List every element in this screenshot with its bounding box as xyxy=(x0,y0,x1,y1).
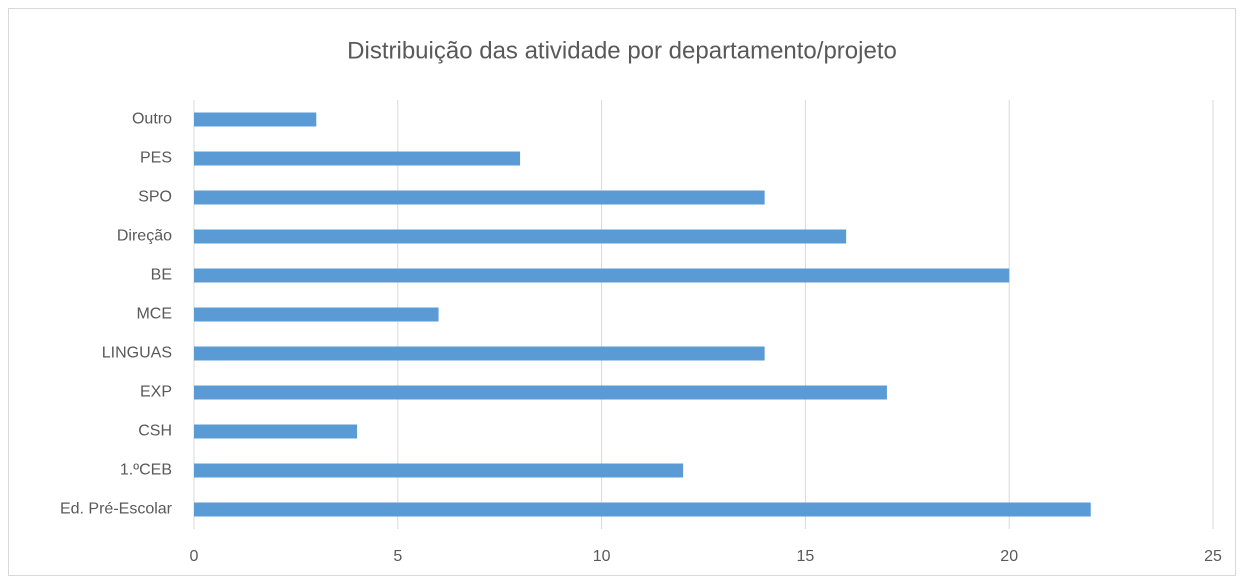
y-tick-label: Direção xyxy=(117,228,172,245)
x-tick-label: 15 xyxy=(797,548,815,565)
bar xyxy=(194,190,765,205)
y-tick-label: LINGUAS xyxy=(102,345,172,362)
bar xyxy=(194,463,684,478)
bar xyxy=(194,151,521,166)
bar xyxy=(194,346,765,361)
chart-border xyxy=(8,8,1236,576)
bar xyxy=(194,385,887,400)
y-tick-label: MCE xyxy=(136,306,172,323)
bar xyxy=(194,268,1010,283)
y-tick-label: EXP xyxy=(140,384,172,401)
x-tick-label: 25 xyxy=(1204,548,1222,565)
y-tick-label: 1.ºCEB xyxy=(120,462,172,479)
x-tick-label: 20 xyxy=(1000,548,1018,565)
y-tick-label: PES xyxy=(140,150,172,167)
bar xyxy=(194,307,439,322)
y-tick-label: Outro xyxy=(132,111,172,128)
bar xyxy=(194,112,317,127)
y-tick-label: Ed. Pré-Escolar xyxy=(60,501,173,518)
x-tick-label: 5 xyxy=(393,548,402,565)
y-tick-label: BE xyxy=(151,267,172,284)
chart-title: Distribuição das atividade por departame… xyxy=(347,37,897,64)
x-tick-label: 0 xyxy=(190,548,199,565)
bar xyxy=(194,424,358,439)
x-tick-label: 10 xyxy=(593,548,611,565)
bar xyxy=(194,229,847,244)
bar xyxy=(194,502,1091,517)
y-tick-label: SPO xyxy=(138,189,172,206)
y-tick-label: CSH xyxy=(138,423,172,440)
